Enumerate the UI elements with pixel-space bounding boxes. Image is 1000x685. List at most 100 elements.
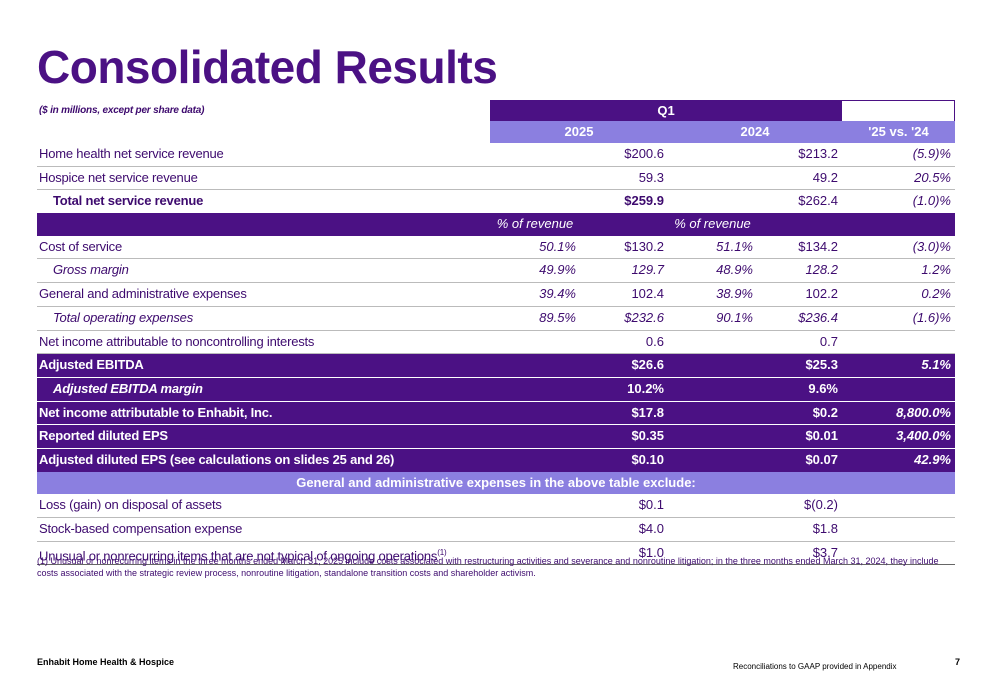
row: Total operating expenses 89.5% $232.6 90.1%… xyxy=(37,307,955,331)
row-label: General and administrative expenses xyxy=(39,286,247,302)
cell: $25.3 xyxy=(805,357,838,373)
cell: 38.9% xyxy=(716,286,753,302)
row-label: Loss (gain) on disposal of assets xyxy=(39,497,222,513)
cell: 128.2 xyxy=(805,262,838,278)
row: Unusual or nonrecurring items that are n… xyxy=(37,542,955,566)
cell: 42.9% xyxy=(914,451,951,467)
cell: (5.9)% xyxy=(912,146,951,161)
row: Stock-based compensation expense $4.0 $1.8 xyxy=(37,518,955,542)
results-table: ($ in millions, except per share data) Q… xyxy=(37,100,955,566)
row-label: Total operating expenses xyxy=(53,309,193,325)
row: Adjusted EBITDA $26.6 $25.3 5.1% xyxy=(37,354,955,378)
cell: 0.2% xyxy=(921,286,951,302)
cell: 0.7 xyxy=(819,333,838,349)
row: Adjusted diluted EPS (see calculations o… xyxy=(37,448,955,472)
row: Home health net service revenue $200.6 $21… xyxy=(37,143,955,167)
row-label: Hospice net service revenue xyxy=(39,169,198,185)
row: Total net service revenue $259.9 $262.4 (1.… xyxy=(37,190,955,213)
cell: 1.2% xyxy=(921,262,951,278)
cell: 102.4 xyxy=(631,286,664,302)
row: Adjusted EBITDA margin 10.2% 9.6% xyxy=(37,377,955,402)
row: Gross margin 49.9% 129.7 48.9% 128.2 1.2% xyxy=(37,259,955,284)
subheader: % of revenue xyxy=(496,216,574,232)
company-name: Enhabit Home Health & Hospice xyxy=(37,657,175,667)
section-label: General and administrative expenses in t… xyxy=(296,474,696,490)
header-row: ($ in millions, except per share data) Q… xyxy=(37,100,955,121)
row-label: Adjusted EBITDA margin xyxy=(53,380,203,396)
cell: (1.6)% xyxy=(912,309,951,325)
cell: $0.07 xyxy=(805,451,838,467)
cell: $236.4 xyxy=(798,309,838,325)
page-number: 7 xyxy=(955,657,961,667)
cell: $(0.2) xyxy=(804,497,838,513)
cell: $259.9 xyxy=(624,193,664,209)
subheader-row: % of revenue % of revenue xyxy=(37,213,955,236)
column-header-row: 2025 2024 '25 vs. '24 xyxy=(37,121,955,143)
cell: 49.2 xyxy=(812,169,838,185)
table-note: ($ in millions, except per share data) xyxy=(39,105,205,116)
cell: $262.4 xyxy=(798,193,838,209)
column-header: 2025 xyxy=(490,121,668,143)
cell: (3.0)% xyxy=(912,238,951,254)
row-label: Net income attributable to Enhabit, Inc. xyxy=(39,404,273,420)
cell: $0.2 xyxy=(812,404,838,420)
row-label: Reported diluted EPS xyxy=(39,428,168,444)
cell: 59.3 xyxy=(638,169,664,185)
row-label: Net income attributable to noncontrollin… xyxy=(39,333,315,349)
row: Cost of service 50.1% $130.2 51.1% $134.2 (3.… xyxy=(37,236,955,260)
section-row: General and administrative expenses in t… xyxy=(37,471,955,495)
row: Reported diluted EPS $0.35 $0.01 3,400.0% xyxy=(37,425,955,449)
cell: 8,800.0% xyxy=(896,404,951,420)
cell: 10.2% xyxy=(627,380,664,396)
cell: 3,400.0% xyxy=(896,428,951,444)
cell: $1.8 xyxy=(812,521,838,536)
cell: $3.7 xyxy=(812,544,838,560)
reconciliation-note: Reconciliations to GAAP provided in Appe… xyxy=(733,662,897,671)
column-header: 2024 xyxy=(668,121,842,143)
cell: 90.1% xyxy=(716,309,753,325)
cell: $0.35 xyxy=(631,428,664,444)
cell: $1.0 xyxy=(638,544,664,560)
cell: 129.7 xyxy=(631,262,664,278)
column-header: '25 vs. '24 xyxy=(842,121,955,143)
cell: 5.1% xyxy=(921,357,951,373)
row: Net income attributable to noncontrollin… xyxy=(37,331,955,355)
cell: (1.0)% xyxy=(912,193,951,209)
cell: $26.6 xyxy=(631,357,664,373)
row-label: Home health net service revenue xyxy=(39,146,224,161)
footnote: (1) Unusual or nonrecurring items in the… xyxy=(37,556,939,578)
cell: $232.6 xyxy=(624,309,664,325)
cell: $213.2 xyxy=(798,146,838,161)
row-label: Stock-based compensation expense xyxy=(39,521,243,536)
row-label: Adjusted diluted EPS (see calculations o… xyxy=(39,451,395,467)
footnote-ref: (1) xyxy=(437,547,447,557)
cell: $134.2 xyxy=(798,238,838,254)
cell: 9.6% xyxy=(808,380,838,396)
row: Loss (gain) on disposal of assets $0.1 $(0… xyxy=(37,494,955,518)
cell: 51.1% xyxy=(716,238,753,254)
row-label: Gross margin xyxy=(53,262,129,278)
row-label: Adjusted EBITDA xyxy=(39,357,144,373)
row-label: Unusual or nonrecurring items that are n… xyxy=(39,548,438,564)
subheader: % of revenue xyxy=(674,216,751,232)
cell: 0.6 xyxy=(645,333,664,349)
cell: $0.01 xyxy=(805,428,838,444)
row: General and administrative expenses 39.4%… xyxy=(37,283,955,307)
cell: 39.4% xyxy=(539,286,576,302)
cell: 48.9% xyxy=(716,262,753,278)
period-header: Q1 xyxy=(490,100,842,121)
cell: 102.2 xyxy=(805,286,838,302)
cell: $130.2 xyxy=(624,238,664,254)
cell: $0.10 xyxy=(631,451,664,467)
row: Hospice net service revenue 59.3 49.2 20.5% xyxy=(37,167,955,191)
cell: 20.5% xyxy=(914,169,951,185)
cell: $0.1 xyxy=(638,497,664,513)
cell: 89.5% xyxy=(539,309,576,325)
row-label: Cost of service xyxy=(39,238,122,254)
row: Net income attributable to Enhabit, Inc.… xyxy=(37,401,955,426)
cell: 49.9% xyxy=(539,262,576,278)
title: Consolidated Results xyxy=(37,41,498,93)
cell: $4.0 xyxy=(638,521,664,536)
cell: $200.6 xyxy=(624,146,664,161)
